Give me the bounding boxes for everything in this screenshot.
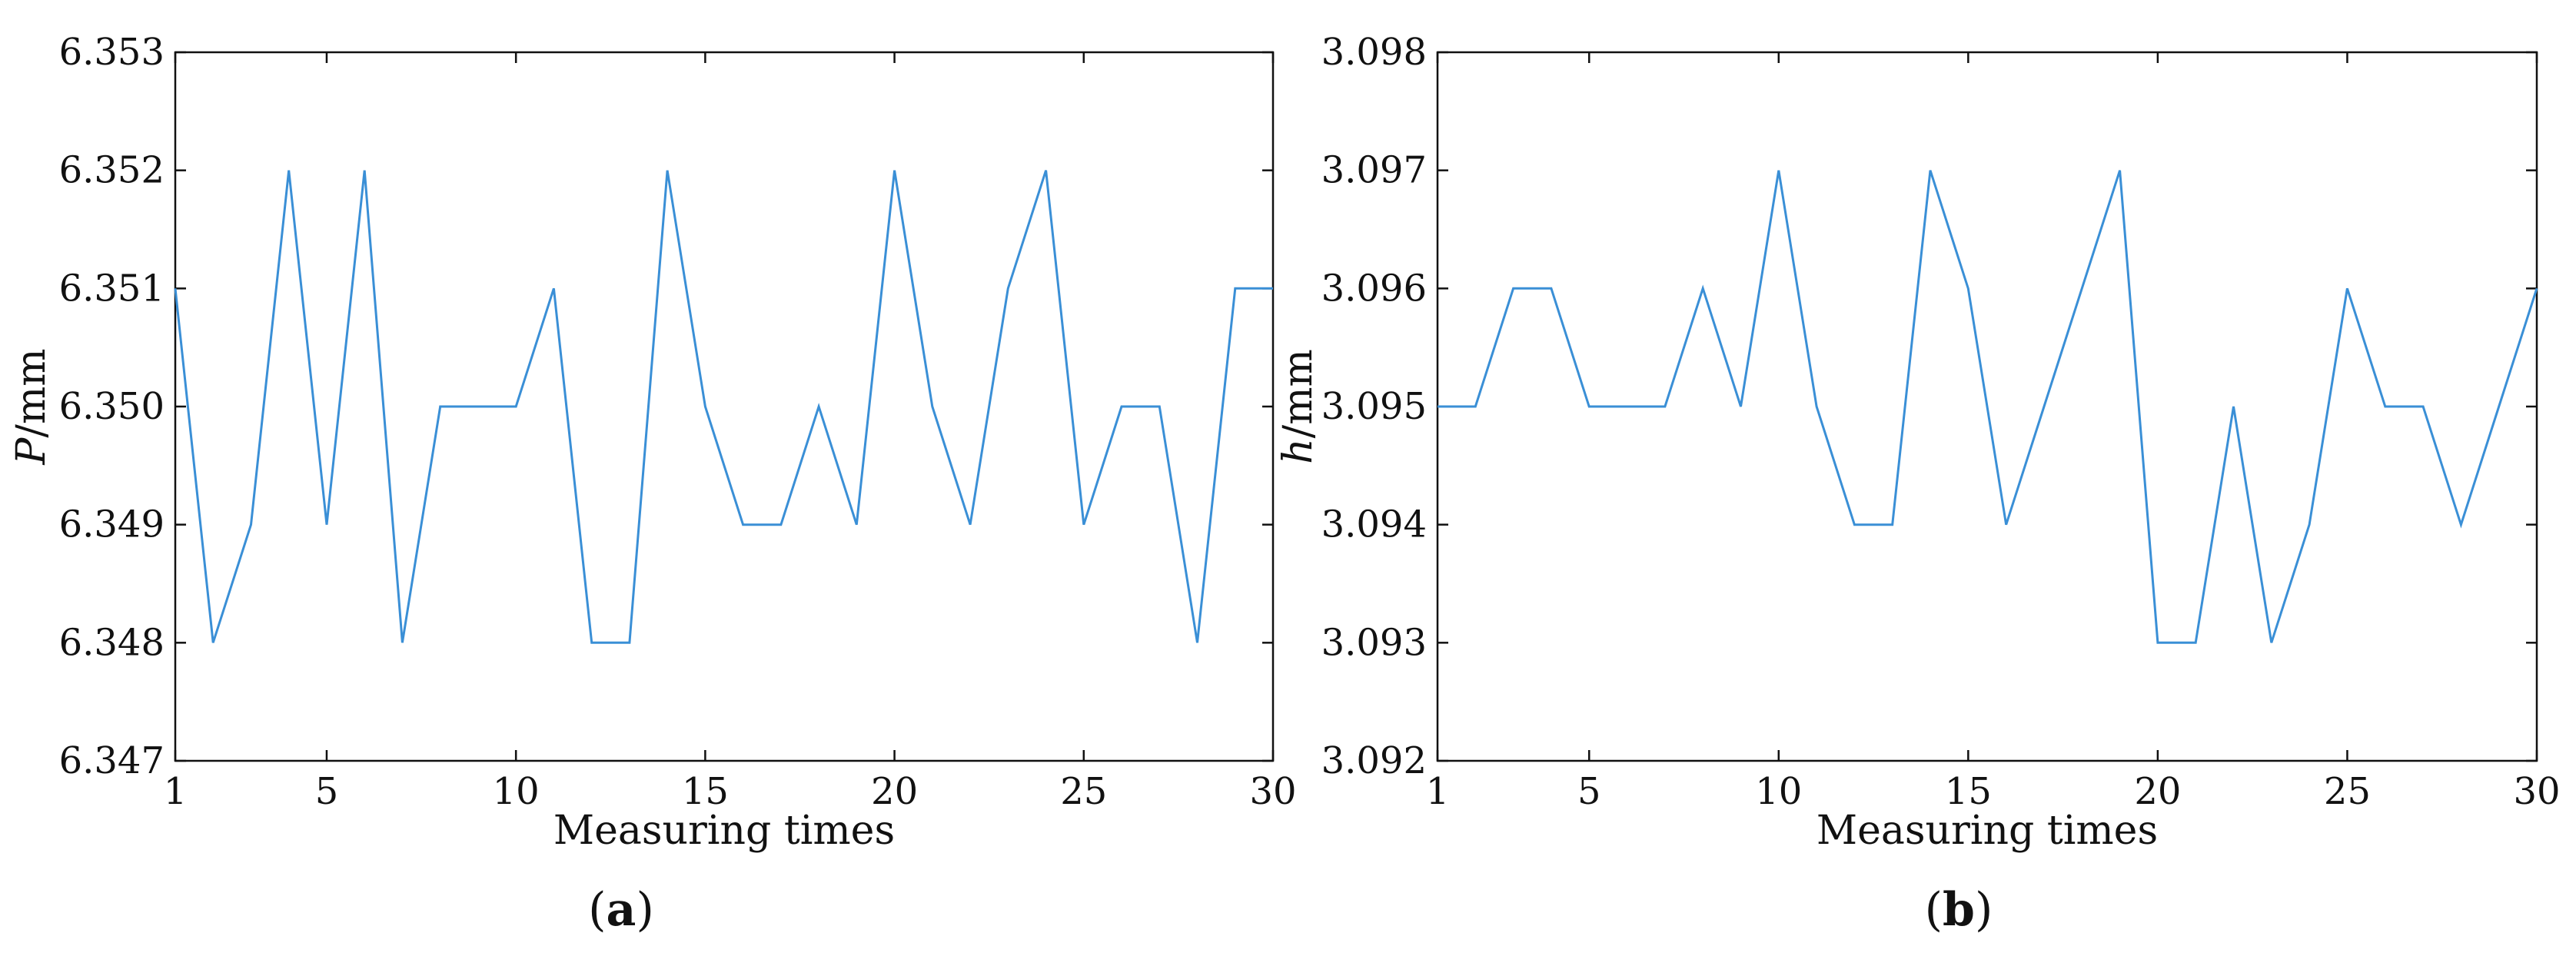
series-line — [1438, 170, 2538, 644]
y-tick-label: 6.352 — [59, 149, 165, 192]
panel-label: (b) — [1925, 883, 1993, 937]
x-tick-label: 25 — [1060, 770, 1107, 813]
x-tick-label: 15 — [682, 770, 729, 813]
y-axis-title: h/mm — [1275, 349, 1321, 464]
y-tick-label: 3.097 — [1321, 149, 1427, 192]
y-tick-label: 3.095 — [1321, 385, 1427, 428]
panel-label-letter: a — [607, 883, 637, 937]
y-tick-label: 3.096 — [1321, 267, 1427, 310]
y-tick-label: 6.353 — [59, 31, 165, 74]
y-tick-label: 3.098 — [1321, 31, 1427, 74]
series-line — [174, 170, 1273, 644]
x-tick-label: 1 — [164, 770, 188, 813]
y-tick-label: 6.348 — [59, 621, 165, 664]
panel-label-close-paren: ) — [636, 883, 653, 937]
x-tick-label: 5 — [1577, 770, 1601, 813]
y-tick-label: 6.350 — [59, 385, 165, 428]
y-tick-label: 3.093 — [1321, 621, 1427, 664]
y-axis-title: P/mm — [8, 348, 55, 465]
x-tick-label: 20 — [2134, 770, 2181, 813]
x-axis-title: Measuring times — [553, 808, 895, 854]
x-tick-label: 1 — [1426, 770, 1450, 813]
y-tick-label: 3.092 — [1321, 739, 1427, 782]
y-axis-unit: /mm — [1275, 349, 1321, 438]
y-tick-label: 3.094 — [1321, 503, 1427, 546]
x-tick-label: 15 — [1945, 770, 1992, 813]
x-tick-label: 25 — [2324, 770, 2371, 813]
x-axis-title: Measuring times — [1816, 808, 2158, 854]
y-tick-label: 6.351 — [59, 267, 165, 310]
panel-label-letter: b — [1943, 883, 1975, 937]
panel-label-close-paren: ) — [1975, 883, 1993, 937]
panel-label: (a) — [588, 883, 654, 937]
x-tick-label: 20 — [871, 770, 918, 813]
y-axis-symbol: P — [8, 437, 55, 466]
panel-label-open-paren: ( — [1925, 883, 1943, 937]
x-tick-label: 30 — [2513, 770, 2560, 813]
y-tick-label: 6.349 — [59, 503, 165, 546]
x-tick-label: 5 — [315, 770, 339, 813]
y-tick-label: 6.347 — [59, 739, 165, 782]
x-tick-label: 10 — [493, 770, 540, 813]
y-axis-unit: /mm — [8, 348, 55, 437]
y-axis-symbol: h — [1275, 438, 1321, 464]
x-tick-label: 30 — [1249, 770, 1296, 813]
x-tick-label: 10 — [1755, 770, 1802, 813]
panel-label-open-paren: ( — [588, 883, 606, 937]
